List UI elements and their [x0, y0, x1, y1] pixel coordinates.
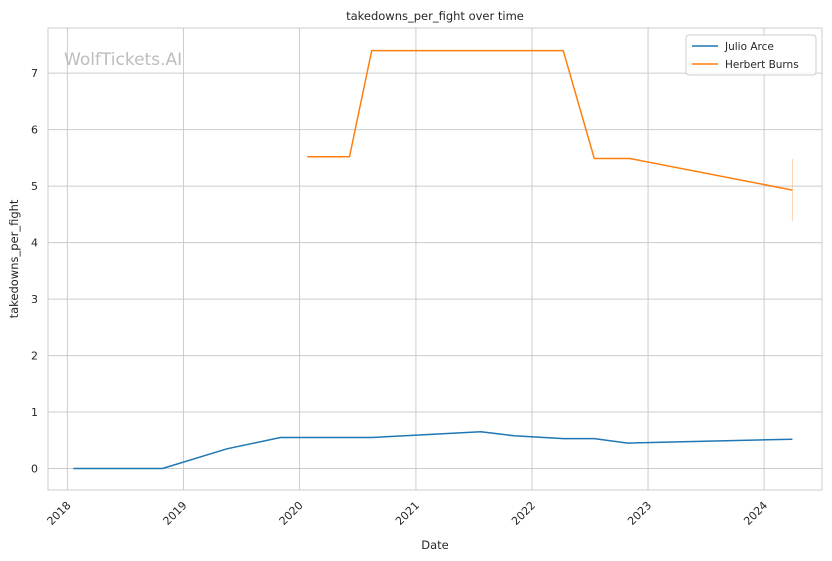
chart-title: takedowns_per_fight over time [346, 9, 524, 23]
legend-box [685, 34, 817, 76]
data-point [480, 431, 482, 433]
data-point [371, 437, 373, 439]
y-axis-title: takedowns_per_fight [7, 199, 21, 318]
y-tick-label: 7 [31, 67, 38, 80]
data-point [562, 50, 564, 52]
watermark-text: WolfTickets.AI [64, 50, 182, 70]
legend-label: Julio Arce [724, 41, 774, 53]
x-tick-label: 2022 [509, 499, 538, 528]
y-tick-label: 1 [31, 406, 38, 419]
x-axis-title: Date [421, 538, 449, 552]
grid [48, 28, 822, 490]
x-tick-label: 2018 [45, 499, 74, 528]
series-line-julio-arce [73, 431, 793, 470]
data-point [73, 468, 75, 470]
y-axis-ticks: 0 1 2 3 4 5 6 7 [31, 67, 38, 475]
legend-label: Herbert Burns [725, 59, 799, 71]
y-tick-label: 5 [31, 180, 38, 193]
data-point [594, 438, 596, 440]
data-point [513, 435, 515, 437]
data-point [280, 437, 282, 439]
plot-area-frame [47, 27, 823, 491]
data-point [306, 156, 308, 158]
x-tick-label: 2020 [277, 499, 306, 528]
data-point [792, 438, 794, 440]
data-point [226, 448, 228, 450]
x-tick-label: 2024 [741, 499, 770, 528]
y-tick-label: 6 [31, 124, 38, 137]
data-point [629, 158, 631, 160]
data-point [627, 442, 629, 444]
data-point [371, 50, 373, 52]
data-point [349, 156, 351, 158]
x-tick-label: 2019 [161, 499, 190, 528]
data-point [162, 468, 164, 470]
legend: Julio Arce Herbert Burns [685, 34, 817, 76]
data-point [594, 158, 596, 160]
data-point [562, 438, 564, 440]
x-tick-label: 2023 [625, 499, 654, 528]
x-tick-label: 2021 [393, 499, 422, 528]
x-axis-ticks: 2018 2019 2020 2021 2022 2023 2024 [45, 499, 771, 528]
y-tick-label: 0 [31, 463, 38, 476]
series-layer [73, 49, 794, 470]
y-tick-label: 2 [31, 350, 38, 363]
y-tick-label: 3 [31, 293, 38, 306]
y-tick-label: 4 [31, 237, 38, 250]
series-line-herbert-burns [307, 49, 793, 191]
